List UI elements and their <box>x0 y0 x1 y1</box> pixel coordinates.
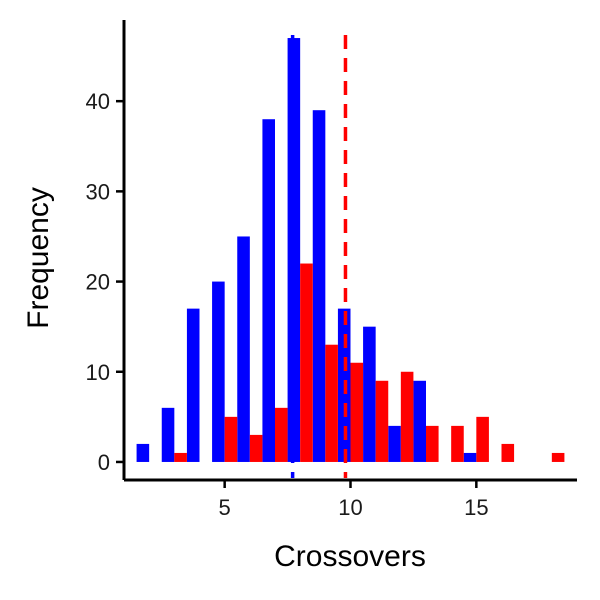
y-tick-label: 40 <box>86 89 110 114</box>
bar-series2-x10 <box>350 362 364 462</box>
bar-series1-x5 <box>212 281 225 462</box>
bar-series2-x15 <box>476 416 489 462</box>
x-tick-label: 15 <box>464 495 488 520</box>
y-tick-label: 0 <box>98 450 110 475</box>
y-axis-title: Frequency <box>22 187 55 329</box>
bar-series2-x7 <box>275 407 288 462</box>
bars-layer <box>136 38 565 462</box>
bar-series1-x11 <box>363 326 376 462</box>
x-tick-label: 5 <box>219 495 231 520</box>
bar-series2-x6 <box>249 434 263 462</box>
bar-series1-x2 <box>136 443 150 462</box>
bar-series2-x12 <box>400 371 414 462</box>
bar-series2-x5 <box>224 416 238 462</box>
bar-series1-x3 <box>161 407 175 462</box>
bar-series1-x6 <box>237 236 250 462</box>
bar-series1-x4 <box>186 308 200 462</box>
y-tick-label: 10 <box>86 360 110 385</box>
y-tick-label: 30 <box>86 179 110 204</box>
bar-series1-x9 <box>312 110 326 462</box>
x-axis-title: Crossovers <box>274 540 426 573</box>
x-tick-label: 10 <box>338 495 362 520</box>
bar-series1-x12 <box>388 425 401 462</box>
axes-layer: 0 10 20 30 40 5 10 15 <box>86 20 577 520</box>
bar-series1-x15 <box>463 452 477 462</box>
y-tick-label: 20 <box>86 270 110 295</box>
bar-series2-x8 <box>300 263 313 462</box>
mean-lines-layer <box>290 35 348 478</box>
bar-series2-x13 <box>426 425 439 462</box>
bar-series2-x3 <box>174 452 187 462</box>
bar-series2-x14 <box>451 425 464 462</box>
bar-series2-x16 <box>501 443 515 462</box>
bar-series1-x13 <box>413 380 426 462</box>
bar-series2-x9 <box>325 344 338 462</box>
bar-series2-x11 <box>375 380 389 462</box>
bar-series2-x18 <box>551 452 565 462</box>
bar-series1-x7 <box>262 119 275 462</box>
